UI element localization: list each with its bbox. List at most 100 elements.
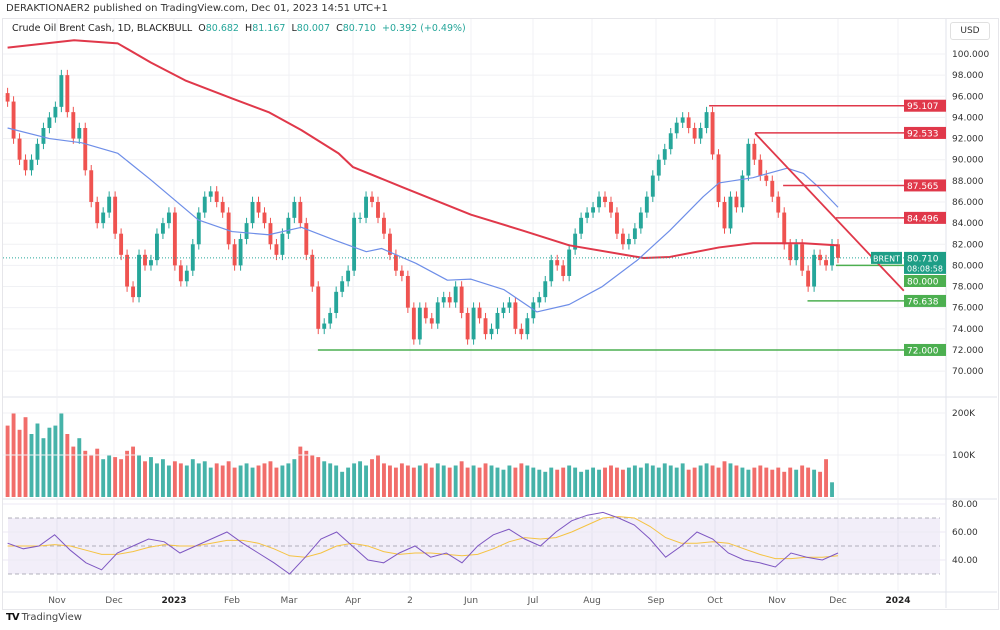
volume-bar bbox=[95, 448, 100, 497]
candle-body bbox=[220, 201, 225, 213]
candle-body bbox=[728, 196, 733, 229]
candle-body bbox=[274, 244, 279, 255]
currency-button[interactable]: USD bbox=[950, 22, 990, 40]
candle-body bbox=[686, 117, 691, 128]
candle-body bbox=[178, 265, 183, 282]
volume-bar bbox=[358, 461, 363, 497]
candle-body bbox=[830, 244, 834, 266]
symbol-badge-label: BRENT bbox=[873, 254, 900, 263]
candle-body bbox=[573, 233, 578, 250]
time-tick-label: Feb bbox=[224, 596, 240, 606]
volume-bar bbox=[716, 467, 721, 497]
volume-bar bbox=[704, 463, 709, 497]
volume-bar bbox=[113, 457, 118, 497]
volume-bar bbox=[728, 463, 733, 497]
volume-bar bbox=[208, 467, 213, 497]
candle-body bbox=[525, 318, 530, 335]
candle-body bbox=[632, 228, 637, 239]
low-label: L bbox=[291, 23, 297, 34]
volume-bar bbox=[758, 465, 763, 497]
volume-bar bbox=[166, 465, 171, 497]
countdown-label: 08:08:58 bbox=[907, 264, 943, 273]
candle-body bbox=[740, 175, 745, 208]
candle-body bbox=[268, 223, 273, 245]
tradingview-logo: TV TradingView bbox=[6, 612, 82, 623]
volume-bar bbox=[537, 469, 542, 497]
level-badge-label: 95.107 bbox=[907, 102, 939, 112]
volume-bar bbox=[686, 469, 691, 497]
rsi-ma-line bbox=[7, 516, 839, 560]
candle-body bbox=[489, 328, 494, 335]
volume-bar bbox=[501, 469, 506, 497]
candle-body bbox=[591, 207, 596, 213]
level-badge-label: 72.000 bbox=[907, 346, 939, 356]
volume-bar bbox=[555, 469, 560, 497]
candle-body bbox=[788, 244, 793, 261]
volume-bar bbox=[382, 463, 386, 497]
volume-bar bbox=[47, 427, 52, 497]
candle-body bbox=[537, 297, 542, 303]
volume-bar bbox=[662, 463, 667, 497]
candle-body bbox=[698, 127, 703, 139]
volume-bar bbox=[101, 459, 106, 497]
level-badge bbox=[904, 99, 946, 112]
candle-body bbox=[800, 244, 805, 271]
candle-body bbox=[107, 196, 112, 213]
volume-bar bbox=[178, 463, 183, 497]
level-badge bbox=[904, 294, 946, 307]
symbol-legend: Crude Oil Brent Cash, 1D, BLACKBULL O80.… bbox=[12, 23, 466, 34]
price-tick-label: 70.000 bbox=[952, 367, 984, 377]
candle-body bbox=[376, 201, 380, 218]
volume-bar bbox=[740, 467, 745, 497]
candle-body bbox=[256, 201, 261, 213]
volume-bar bbox=[812, 469, 817, 497]
volume-bar bbox=[172, 461, 177, 497]
candle-body bbox=[543, 281, 548, 298]
volume-bar bbox=[770, 469, 775, 497]
volume-bar bbox=[214, 463, 219, 497]
volume-bar bbox=[244, 463, 249, 497]
price-tick-label: 90.000 bbox=[952, 156, 984, 166]
volume-bar bbox=[483, 463, 488, 497]
volume-bar bbox=[417, 465, 422, 497]
candle-body bbox=[310, 254, 315, 287]
time-tick-label: 2024 bbox=[885, 596, 910, 606]
volume-bar bbox=[597, 469, 601, 497]
volume-bar bbox=[370, 459, 374, 497]
candle-body bbox=[316, 286, 321, 329]
candle-body bbox=[662, 149, 667, 160]
candle-body bbox=[644, 196, 649, 213]
volume-bar bbox=[573, 467, 578, 497]
candle-body bbox=[202, 196, 207, 213]
time-tick-label: Oct bbox=[707, 596, 723, 606]
volume-bar bbox=[830, 482, 834, 497]
volume-bar bbox=[609, 465, 613, 497]
candle-body bbox=[166, 212, 171, 224]
candle-body bbox=[555, 260, 560, 266]
candle-body bbox=[722, 201, 727, 229]
candle-body bbox=[304, 223, 309, 255]
candle-body bbox=[441, 297, 446, 303]
publisher-line: DERAKTIONAER2 published on TradingView.c… bbox=[6, 3, 388, 14]
volume-bar bbox=[238, 465, 243, 497]
candle-body bbox=[692, 127, 697, 139]
candle-body bbox=[364, 196, 368, 218]
tv-logo-icon: TV bbox=[6, 612, 20, 623]
candle-body bbox=[399, 270, 404, 276]
candle-body bbox=[352, 217, 357, 271]
candle-body bbox=[83, 127, 88, 171]
symbol-name: Crude Oil Brent Cash, 1D, BLACKBULL bbox=[12, 23, 193, 34]
candle-body bbox=[125, 254, 130, 287]
last-price-label: 80.710 bbox=[907, 254, 939, 264]
trendline bbox=[754, 132, 905, 292]
candle-body bbox=[292, 201, 297, 218]
candle-body bbox=[770, 180, 775, 197]
volume-bar bbox=[447, 467, 452, 497]
price-tick-label: 98.000 bbox=[952, 71, 984, 81]
candle-body bbox=[507, 302, 512, 308]
brand-name: TradingView bbox=[21, 612, 82, 623]
open-value: 80.682 bbox=[205, 23, 239, 34]
volume-bar bbox=[495, 467, 500, 497]
volume-bar bbox=[160, 459, 165, 497]
